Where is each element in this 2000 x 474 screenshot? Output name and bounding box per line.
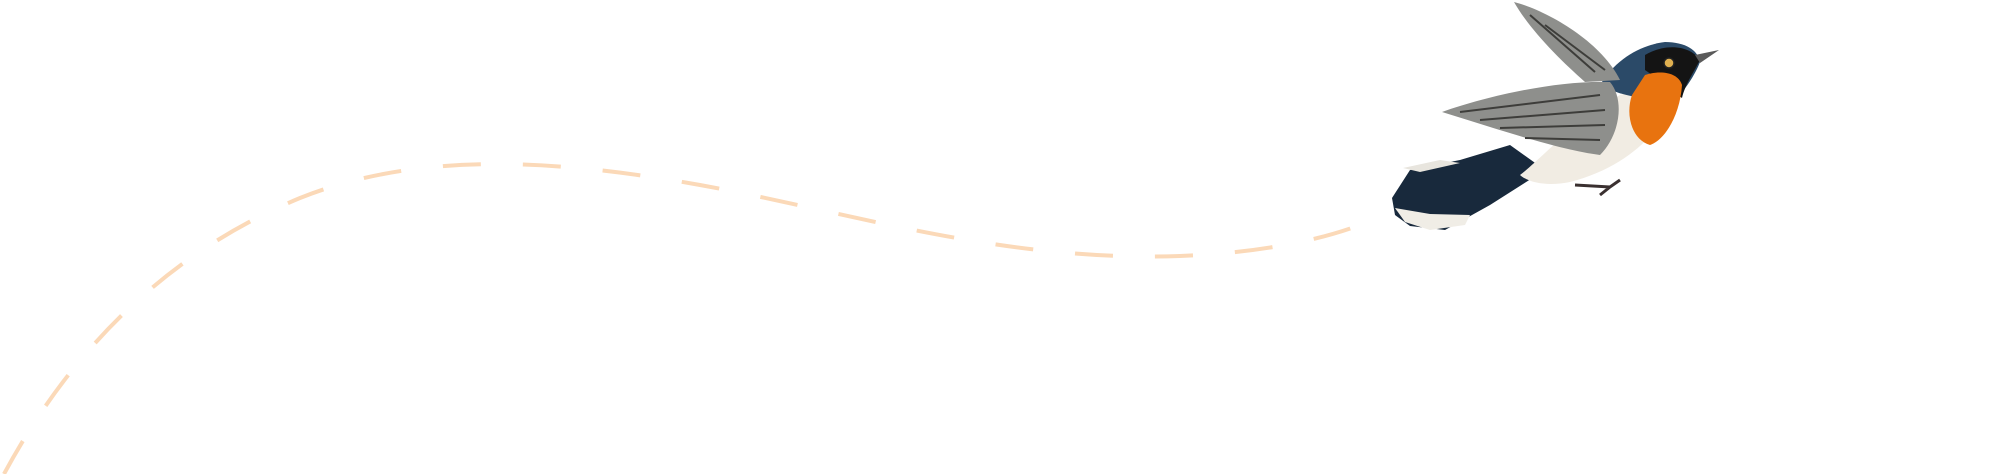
bird-image: [1392, 2, 1719, 230]
bird-feet: [1574, 178, 1621, 197]
bird-tail-top: [1403, 160, 1460, 172]
bird-tail-tip: [1395, 208, 1470, 230]
bird-beak: [1695, 50, 1719, 63]
dashed-flight-path: [2, 162, 1361, 474]
bird-throat: [1629, 72, 1682, 145]
bird-face-mask: [1645, 47, 1700, 98]
bird-eye: [1663, 57, 1675, 69]
bird-wing-feathers: [1459, 14, 1606, 141]
bird-lower-wing: [1442, 81, 1619, 155]
